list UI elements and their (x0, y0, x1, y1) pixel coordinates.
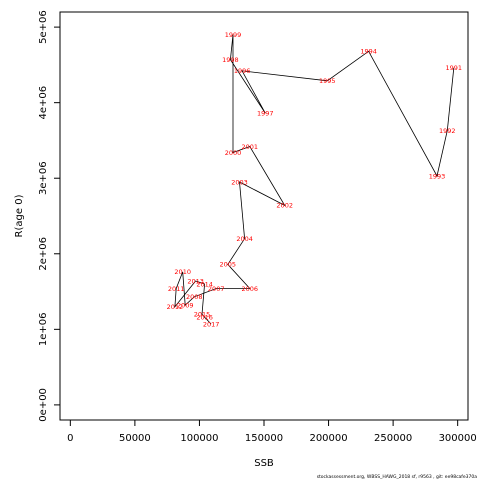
x-axis-title: SSB (254, 458, 274, 469)
x-tick-label: 100000 (180, 433, 218, 444)
point-label-2002: 2002 (276, 202, 293, 210)
x-tick-label: 200000 (309, 433, 347, 444)
point-label-2007: 2007 (208, 285, 225, 293)
x-tick-label: 50000 (119, 433, 151, 444)
x-tick-label: 250000 (374, 433, 412, 444)
footer-credit: stockassessment.org, WBSS_HAWG_2018 sf, … (317, 474, 478, 480)
x-tick-label: 300000 (439, 433, 477, 444)
point-label-2008: 2008 (186, 293, 203, 301)
point-label-2006: 2006 (242, 285, 259, 293)
point-label-2009: 2009 (177, 302, 194, 310)
y-tick-label: 0e+00 (38, 388, 49, 422)
point-label-1994: 1994 (360, 48, 377, 56)
point-label-1995: 1995 (319, 77, 336, 85)
point-label-2017: 2017 (203, 320, 220, 328)
point-label-2001: 2001 (242, 143, 259, 151)
point-label-2015: 2015 (194, 311, 211, 319)
y-tick-label: 4e+06 (38, 86, 49, 120)
point-label-1998: 1998 (222, 56, 239, 64)
point-label-1999: 1999 (225, 31, 242, 39)
point-label-2011: 2011 (168, 285, 185, 293)
point-label-2014: 2014 (196, 280, 213, 288)
series-line (174, 34, 455, 325)
x-tick-label: 0 (67, 433, 73, 444)
y-axis-title: R(age 0) (14, 194, 25, 237)
point-labels: 1991 1992 1993 1994 1995 1996 1997 1998 1999 2000… (167, 31, 462, 328)
point-label-1992: 1992 (439, 127, 456, 135)
point-label-2004: 2004 (236, 235, 253, 243)
point-label-2016: 2016 (196, 314, 213, 322)
x-axis: 0 50000 100000 150000 200000 250000 300000 (67, 420, 477, 444)
point-label-1997: 1997 (257, 110, 274, 118)
y-tick-label: 2e+06 (38, 237, 49, 271)
point-label-2012: 2012 (167, 303, 184, 311)
point-label-1991: 1991 (446, 64, 463, 72)
point-label-2005: 2005 (220, 261, 237, 269)
point-label-1993: 1993 (429, 172, 446, 180)
point-label-1996: 1996 (234, 67, 251, 75)
y-tick-label: 5e+06 (38, 10, 49, 44)
point-label-2010: 2010 (174, 268, 191, 276)
x-tick-label: 150000 (245, 433, 283, 444)
y-tick-label: 1e+06 (38, 313, 49, 347)
point-label-2003: 2003 (231, 178, 248, 186)
y-axis: 0e+00 1e+06 2e+06 3e+06 4e+06 5e+06 (38, 10, 60, 422)
point-label-2000: 2000 (225, 149, 242, 157)
point-label-2013: 2013 (187, 277, 204, 285)
y-tick-label: 3e+06 (38, 161, 49, 195)
